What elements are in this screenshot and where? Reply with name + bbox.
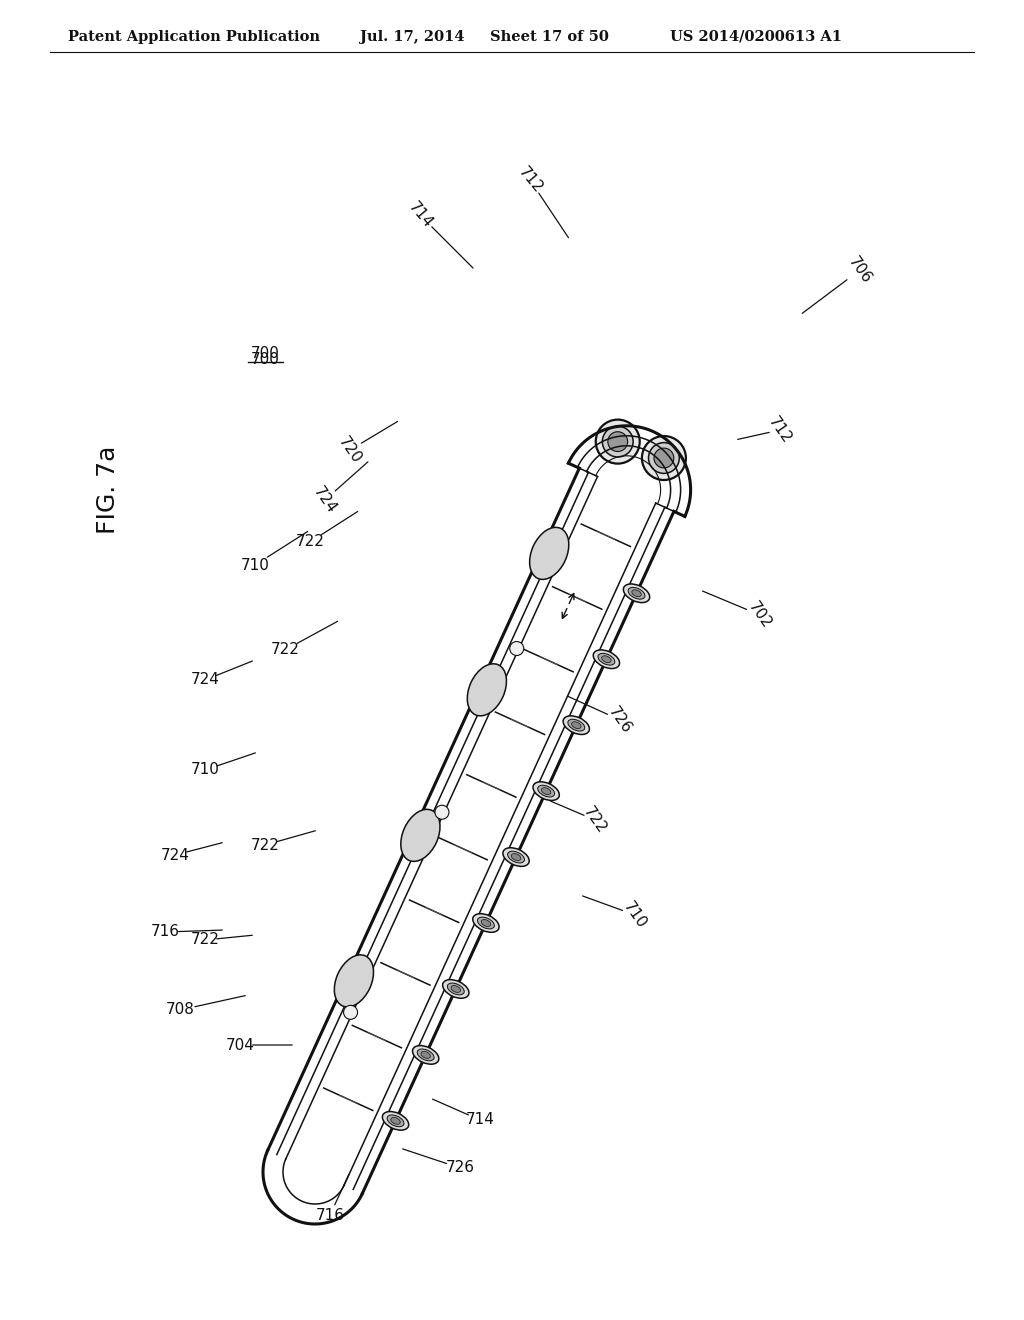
Text: 722: 722 (296, 535, 325, 549)
Text: Patent Application Publication: Patent Application Publication (68, 30, 319, 44)
Ellipse shape (529, 527, 568, 579)
Ellipse shape (334, 954, 374, 1007)
Text: 714: 714 (466, 1113, 495, 1127)
Text: 700: 700 (251, 352, 280, 367)
Ellipse shape (421, 1052, 430, 1059)
Ellipse shape (571, 722, 581, 729)
Text: 722: 722 (270, 643, 299, 657)
Text: 702: 702 (745, 599, 774, 631)
Text: 716: 716 (151, 924, 179, 940)
Circle shape (344, 1006, 357, 1019)
Text: 722: 722 (251, 837, 280, 853)
Ellipse shape (467, 664, 507, 715)
Text: 720: 720 (336, 434, 365, 466)
Circle shape (654, 447, 674, 467)
Ellipse shape (413, 1045, 439, 1064)
Ellipse shape (508, 851, 524, 863)
Text: 708: 708 (166, 1002, 195, 1018)
Ellipse shape (477, 917, 495, 929)
Ellipse shape (387, 1115, 404, 1127)
Ellipse shape (593, 649, 620, 668)
Text: 700: 700 (251, 346, 280, 362)
Text: Sheet 17 of 50: Sheet 17 of 50 (490, 30, 609, 44)
Ellipse shape (473, 913, 499, 932)
Ellipse shape (382, 1111, 409, 1130)
Ellipse shape (598, 653, 614, 665)
Ellipse shape (400, 809, 440, 862)
Text: FIG. 7a: FIG. 7a (96, 446, 120, 535)
Ellipse shape (481, 920, 490, 927)
Ellipse shape (447, 983, 464, 995)
Text: 704: 704 (225, 1038, 254, 1052)
Ellipse shape (602, 656, 611, 663)
Text: 714: 714 (404, 199, 435, 231)
Text: 710: 710 (241, 557, 269, 573)
Circle shape (596, 420, 640, 463)
Ellipse shape (568, 719, 585, 731)
Text: 726: 726 (445, 1160, 474, 1176)
Text: 726: 726 (605, 704, 635, 737)
Ellipse shape (503, 847, 529, 866)
Ellipse shape (451, 986, 461, 993)
Text: 712: 712 (766, 414, 795, 446)
Ellipse shape (534, 781, 559, 800)
Text: 722: 722 (581, 804, 609, 836)
Ellipse shape (632, 590, 641, 597)
Text: 706: 706 (846, 253, 874, 286)
Ellipse shape (624, 583, 649, 603)
Ellipse shape (563, 715, 590, 734)
Circle shape (608, 432, 628, 451)
Text: 724: 724 (161, 847, 189, 862)
Ellipse shape (628, 587, 645, 599)
Text: US 2014/0200613 A1: US 2014/0200613 A1 (670, 30, 842, 44)
Circle shape (510, 642, 523, 656)
Text: 724: 724 (310, 484, 339, 516)
Circle shape (648, 442, 679, 474)
Ellipse shape (538, 785, 555, 797)
Text: Jul. 17, 2014: Jul. 17, 2014 (360, 30, 465, 44)
Circle shape (602, 426, 633, 457)
Ellipse shape (542, 788, 551, 795)
Text: 712: 712 (515, 164, 545, 195)
Text: 724: 724 (190, 672, 219, 688)
Text: 722: 722 (190, 932, 219, 948)
Circle shape (642, 436, 686, 480)
Text: 710: 710 (190, 763, 219, 777)
Ellipse shape (417, 1049, 434, 1061)
Ellipse shape (442, 979, 469, 998)
Text: 716: 716 (315, 1208, 344, 1222)
Circle shape (435, 805, 449, 820)
Text: 710: 710 (621, 899, 649, 931)
Ellipse shape (391, 1118, 400, 1125)
Ellipse shape (511, 854, 521, 861)
